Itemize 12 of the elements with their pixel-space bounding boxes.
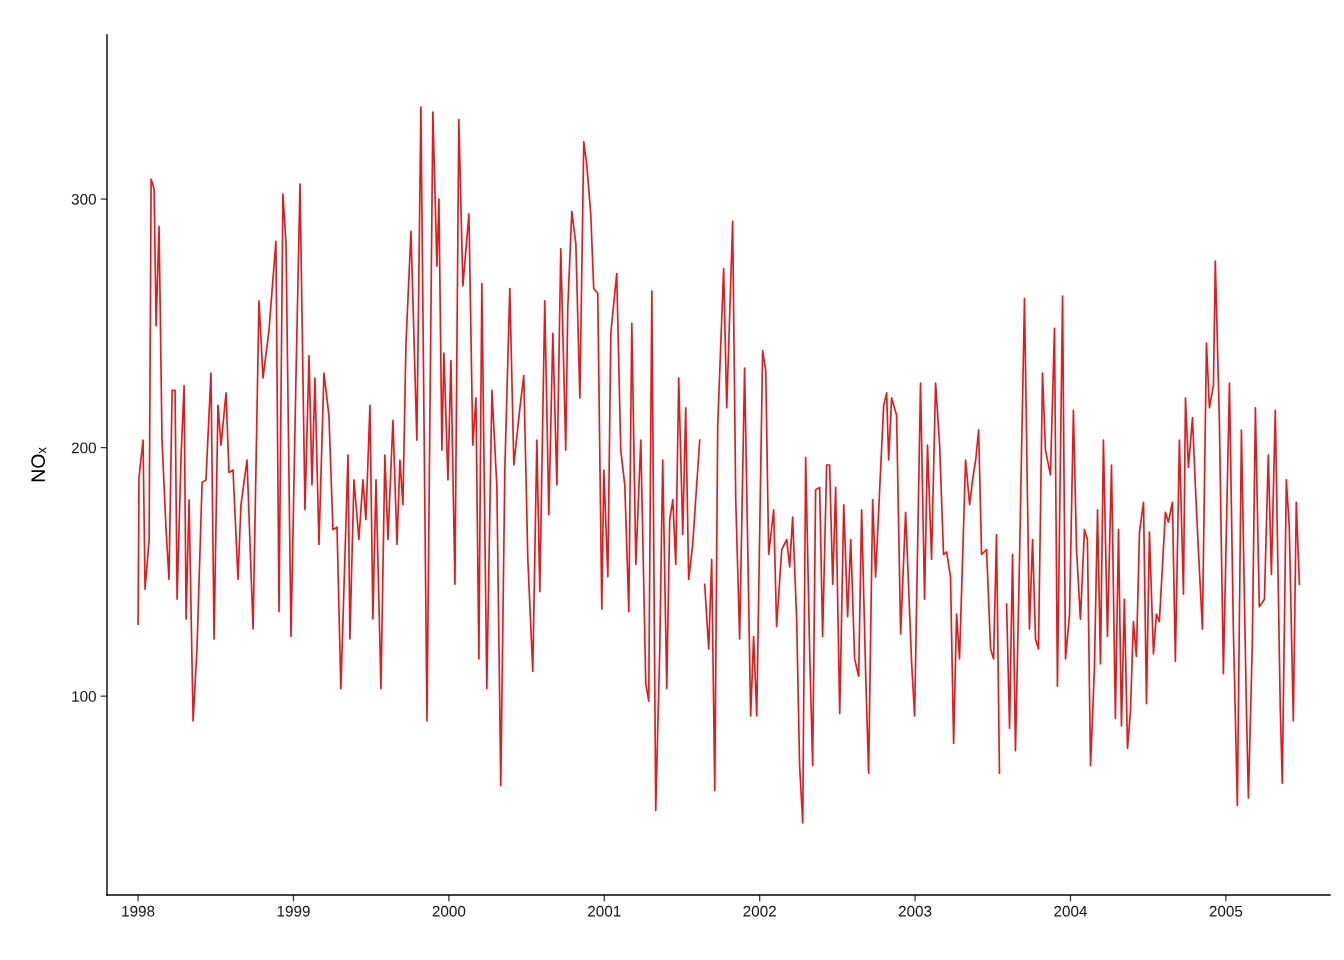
x-tick-label: 2003 bbox=[898, 905, 932, 917]
y-tick-label: 100 bbox=[72, 691, 96, 702]
y-tick-label: 200 bbox=[71, 442, 96, 454]
x-tick-label: 1999 bbox=[277, 905, 310, 917]
x-tick-label: 2002 bbox=[743, 905, 776, 917]
x-tick-label: 2004 bbox=[1054, 905, 1088, 917]
x-tick-label: 1998 bbox=[122, 905, 155, 917]
x-tick-label: 2001 bbox=[588, 905, 621, 917]
x-tick-label: 2005 bbox=[1209, 905, 1243, 917]
x-tick-label: 2000 bbox=[432, 905, 466, 917]
y-tick-label: 300 bbox=[71, 193, 96, 205]
y-axis-title: NOₓ bbox=[31, 447, 47, 482]
